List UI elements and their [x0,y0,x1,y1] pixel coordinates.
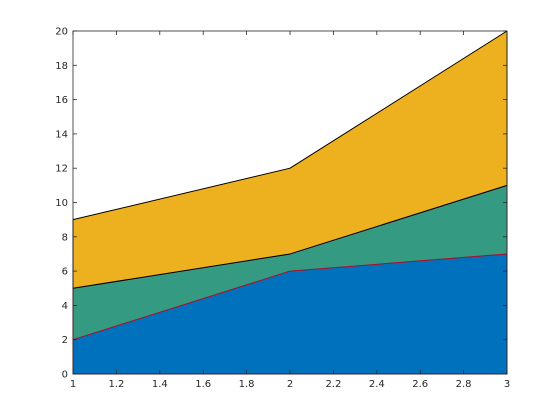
y-tick-label: 16 [55,95,68,106]
y-tick-label: 20 [55,27,68,38]
x-tick-label: 1.6 [195,379,211,390]
x-axis: 1 1.2 1.4 1.6 1.8 2 2.2 2.4 2.6 2.8 3 [70,31,510,390]
x-tick-label: 1 [70,379,76,390]
y-tick-label: 10 [55,198,68,209]
y-tick-label: 18 [55,61,68,72]
y-tick-label: 14 [55,129,68,140]
y-tick-label: 0 [62,370,68,381]
x-tick-label: 2 [287,379,293,390]
x-tick-label: 2.2 [325,379,341,390]
y-tick-label: 12 [55,164,68,175]
x-tick-label: 1.4 [152,379,168,390]
x-tick-label: 1.2 [108,379,124,390]
x-tick-label: 2.8 [456,379,472,390]
y-tick-label: 6 [62,267,68,278]
y-tick-label: 8 [62,232,68,243]
y-tick-label: 2 [62,335,68,346]
x-tick-label: 2.4 [369,379,385,390]
y-tick-label: 4 [62,301,68,312]
y-axis: 0 2 4 6 8 10 12 14 16 18 20 [55,27,507,381]
x-tick-label: 2.6 [412,379,428,390]
x-tick-label: 1.8 [239,379,255,390]
x-tick-label: 3 [504,379,510,390]
